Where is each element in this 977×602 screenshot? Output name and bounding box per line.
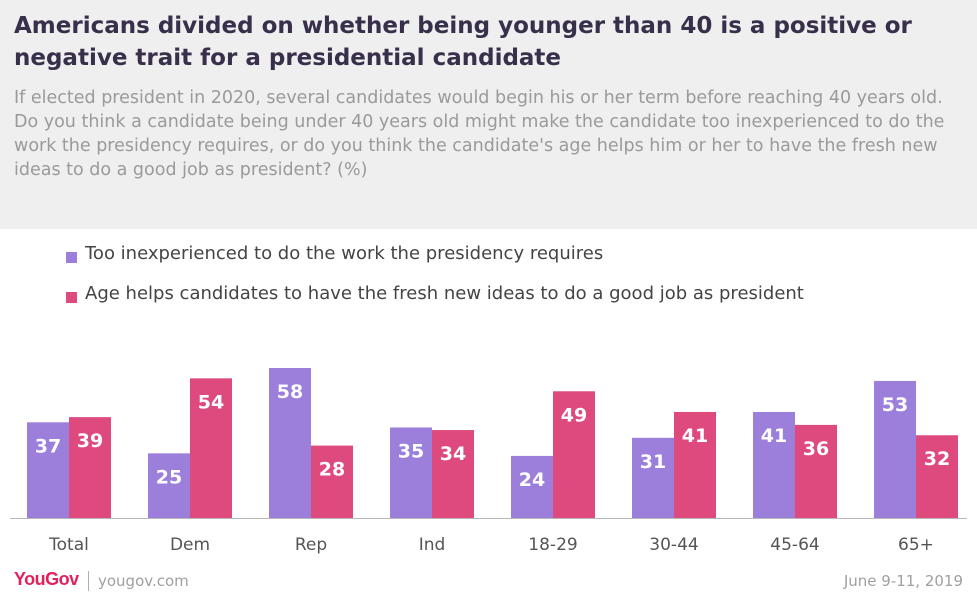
data-label-fresh-ideas-total: 39 <box>77 430 103 452</box>
bar-inexperienced-ind <box>390 427 432 518</box>
category-label-ind: Ind <box>419 535 446 555</box>
category-label-total: Total <box>48 535 89 555</box>
category-label-65: 65+ <box>898 535 934 555</box>
bar-inexperienced-dem <box>148 453 190 518</box>
data-label-fresh-ideas-rep: 28 <box>319 459 345 481</box>
data-label-fresh-ideas-45-64: 36 <box>803 438 829 460</box>
bar-fresh-ideas-30-44 <box>674 411 716 518</box>
data-label-fresh-ideas-65: 32 <box>924 448 950 470</box>
footer-date: June 9-11, 2019 <box>843 572 963 590</box>
data-label-inexperienced-45-64: 41 <box>761 425 787 447</box>
bar-fresh-ideas-rep <box>311 445 353 518</box>
legend-swatch-fresh-ideas <box>66 292 77 303</box>
footer-divider <box>88 571 89 591</box>
data-label-inexperienced-18-29: 24 <box>519 469 545 491</box>
bar-fresh-ideas-ind <box>432 430 474 518</box>
yougov-logo: YouGov <box>14 569 79 589</box>
bar-fresh-ideas-18-29 <box>553 391 595 518</box>
legend-label-fresh-ideas: Age helps candidates to have the fresh n… <box>85 283 804 304</box>
bar-inexperienced-30-44 <box>632 437 674 518</box>
category-label-rep: Rep <box>295 535 327 555</box>
data-label-fresh-ideas-dem: 54 <box>198 391 224 413</box>
bar-fresh-ideas-total <box>69 417 111 518</box>
bar-fresh-ideas-45-64 <box>795 424 837 518</box>
data-label-fresh-ideas-ind: 34 <box>440 443 466 465</box>
chart-subtitle: If elected president in 2020, several ca… <box>14 88 945 180</box>
category-label-45-64: 45-64 <box>770 535 819 555</box>
data-label-inexperienced-rep: 58 <box>277 381 303 403</box>
data-label-fresh-ideas-18-29: 49 <box>561 404 587 426</box>
chart-title: Americans divided on whether being young… <box>14 13 912 71</box>
data-label-inexperienced-30-44: 31 <box>640 451 666 473</box>
bar-inexperienced-rep <box>269 368 311 518</box>
header-panel: Americans divided on whether being young… <box>0 0 977 229</box>
category-label-18-29: 18-29 <box>528 535 577 555</box>
bar-fresh-ideas-65 <box>916 435 958 518</box>
bar-inexperienced-total <box>27 422 69 518</box>
legend-label-inexperienced: Too inexperienced to do the work the pre… <box>85 243 604 264</box>
footer-site: yougov.com <box>98 572 189 590</box>
legend-swatch-inexperienced <box>66 252 77 263</box>
data-label-fresh-ideas-30-44: 41 <box>682 425 708 447</box>
bar-inexperienced-18-29 <box>511 455 553 518</box>
category-label-30-44: 30-44 <box>649 535 698 555</box>
bar-inexperienced-45-64 <box>753 411 795 518</box>
category-label-dem: Dem <box>170 535 210 555</box>
bar-inexperienced-65 <box>874 380 916 518</box>
data-label-inexperienced-total: 37 <box>35 435 61 457</box>
data-label-inexperienced-dem: 25 <box>156 466 182 488</box>
data-label-inexperienced-65: 53 <box>882 394 908 416</box>
data-label-inexperienced-ind: 35 <box>398 440 424 462</box>
bar-fresh-ideas-dem <box>190 378 232 518</box>
